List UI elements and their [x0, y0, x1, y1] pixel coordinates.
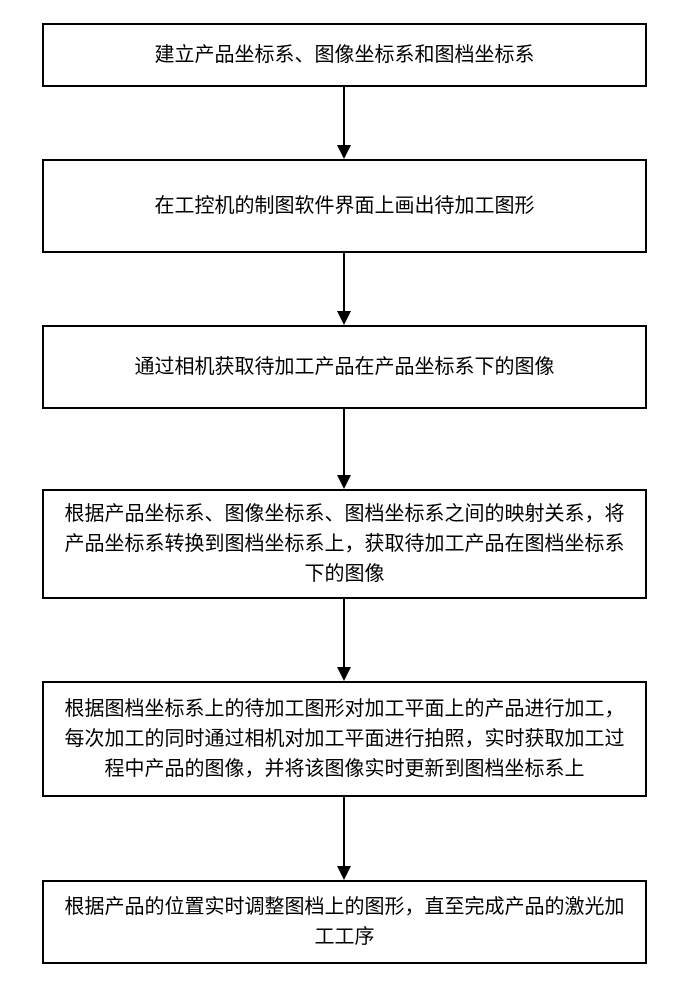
- flow-edge-3-4-head: [337, 475, 351, 489]
- flow-node-4: 根据产品坐标系、图像坐标系、图档坐标系之间的映射关系，将产品坐标系转换到图档坐标…: [42, 489, 647, 599]
- flow-node-4-label: 根据产品坐标系、图像坐标系、图档坐标系之间的映射关系，将产品坐标系转换到图档坐标…: [60, 499, 629, 589]
- flow-node-1: 建立产品坐标系、图像坐标系和图档坐标系: [42, 23, 647, 87]
- flow-node-1-label: 建立产品坐标系、图像坐标系和图档坐标系: [155, 40, 535, 70]
- flowchart-canvas: 建立产品坐标系、图像坐标系和图档坐标系 在工控机的制图软件界面上画出待加工图形 …: [0, 0, 689, 1000]
- flow-node-6-label: 根据产品的位置实时调整图档上的图形，直至完成产品的激光加工工序: [60, 892, 629, 952]
- flow-node-5: 根据图档坐标系上的待加工图形对加工平面上的产品进行加工，每次加工的同时通过相机对…: [42, 681, 647, 797]
- flow-node-3: 通过相机获取待加工产品在产品坐标系下的图像: [42, 325, 647, 409]
- flow-node-5-label: 根据图档坐标系上的待加工图形对加工平面上的产品进行加工，每次加工的同时通过相机对…: [60, 694, 629, 784]
- flow-edge-5-6-head: [337, 866, 351, 880]
- flow-edge-4-5-line: [343, 599, 345, 667]
- flow-edge-2-3-line: [343, 253, 345, 311]
- flow-edge-4-5-head: [337, 667, 351, 681]
- flow-edge-1-2-head: [337, 145, 351, 159]
- flow-edge-2-3-head: [337, 311, 351, 325]
- flow-edge-3-4-line: [343, 409, 345, 475]
- flow-node-2: 在工控机的制图软件界面上画出待加工图形: [42, 159, 647, 253]
- flow-node-3-label: 通过相机获取待加工产品在产品坐标系下的图像: [135, 352, 555, 382]
- flow-node-2-label: 在工控机的制图软件界面上画出待加工图形: [155, 191, 535, 221]
- flow-edge-5-6-line: [343, 797, 345, 866]
- flow-edge-1-2-line: [343, 87, 345, 145]
- flow-node-6: 根据产品的位置实时调整图档上的图形，直至完成产品的激光加工工序: [42, 880, 647, 964]
